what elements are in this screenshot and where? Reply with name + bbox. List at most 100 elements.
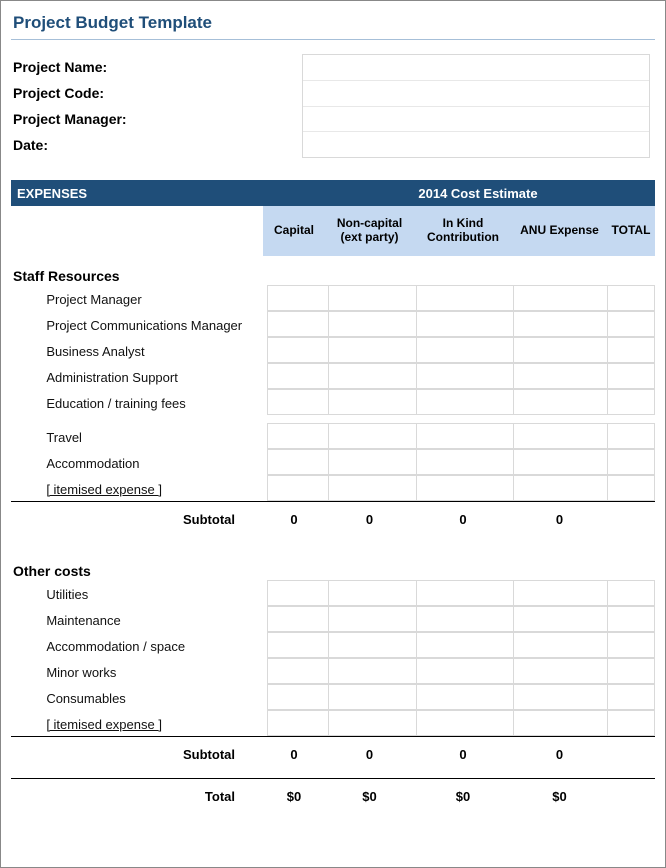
input-cell[interactable] [607, 580, 655, 606]
input-cell[interactable] [267, 606, 329, 632]
input-cell[interactable] [267, 632, 329, 658]
input-cell[interactable] [416, 311, 514, 337]
input-cell[interactable] [328, 606, 417, 632]
input-cell[interactable] [607, 389, 655, 415]
input-cell[interactable] [267, 684, 329, 710]
input-cell[interactable] [607, 710, 655, 736]
input-cell[interactable] [267, 423, 329, 449]
row-label: [ itemised expense ] [46, 476, 267, 502]
table-row: Education / training fees [11, 390, 655, 416]
row-label: [ itemised expense ] [46, 711, 267, 737]
input-cell[interactable] [607, 337, 655, 363]
input-cell[interactable] [328, 285, 417, 311]
table-row: Consumables [11, 685, 655, 711]
total-cell: 0 [512, 747, 607, 762]
input-cell[interactable] [328, 684, 417, 710]
input-cell[interactable] [416, 337, 514, 363]
input-cell[interactable] [328, 363, 417, 389]
row-label: Minor works [46, 659, 267, 685]
input-cell[interactable] [513, 475, 608, 501]
row-label: Education / training fees [46, 390, 267, 416]
input-cell[interactable] [328, 311, 417, 337]
table-row: Travel [11, 424, 655, 450]
input-cell[interactable] [416, 423, 514, 449]
date-input[interactable] [303, 132, 649, 157]
input-cell[interactable] [607, 475, 655, 501]
input-cell[interactable] [513, 632, 608, 658]
input-cell[interactable] [267, 449, 329, 475]
input-cell[interactable] [416, 684, 514, 710]
meta-input-box [302, 54, 650, 158]
input-cell[interactable] [416, 606, 514, 632]
input-cell[interactable] [328, 580, 417, 606]
section-heading-other: Other costs [11, 537, 655, 581]
input-cell[interactable] [328, 632, 417, 658]
input-cell[interactable] [416, 658, 514, 684]
input-cell[interactable] [513, 684, 608, 710]
input-cell[interactable] [513, 710, 608, 736]
staff-subtotal-row: Subtotal 0000 [11, 501, 655, 537]
input-cell[interactable] [416, 710, 514, 736]
input-cell[interactable] [267, 337, 329, 363]
input-cell[interactable] [267, 475, 329, 501]
input-cell[interactable] [513, 658, 608, 684]
input-cell[interactable] [267, 285, 329, 311]
input-cell[interactable] [607, 423, 655, 449]
total-cell: 0 [414, 512, 512, 527]
input-cell[interactable] [607, 285, 655, 311]
input-cell[interactable] [416, 285, 514, 311]
input-cell[interactable] [267, 580, 329, 606]
table-row: Project Manager [11, 286, 655, 312]
input-cell[interactable] [607, 658, 655, 684]
input-cell[interactable] [416, 449, 514, 475]
input-cell[interactable] [328, 337, 417, 363]
grand-total-label: Total [205, 789, 235, 804]
total-cell: 0 [263, 512, 325, 527]
input-cell[interactable] [513, 449, 608, 475]
input-cell[interactable] [607, 311, 655, 337]
section-heading-staff: Staff Resources [11, 256, 655, 286]
input-cell[interactable] [513, 285, 608, 311]
input-cell[interactable] [513, 337, 608, 363]
input-cell[interactable] [328, 449, 417, 475]
input-cell[interactable] [607, 684, 655, 710]
input-cell[interactable] [328, 475, 417, 501]
row-label: Administration Support [46, 364, 267, 390]
input-cell[interactable] [328, 710, 417, 736]
table-row: [ itemised expense ] [11, 711, 655, 737]
input-cell[interactable] [607, 606, 655, 632]
input-cell[interactable] [328, 658, 417, 684]
table-row: Administration Support [11, 364, 655, 390]
input-cell[interactable] [607, 632, 655, 658]
input-cell[interactable] [416, 475, 514, 501]
input-cell[interactable] [267, 363, 329, 389]
input-cell[interactable] [607, 449, 655, 475]
input-cell[interactable] [513, 606, 608, 632]
input-cell[interactable] [513, 311, 608, 337]
input-cell[interactable] [267, 311, 329, 337]
input-cell[interactable] [416, 389, 514, 415]
row-label: Project Communications Manager [46, 312, 267, 338]
input-cell[interactable] [267, 658, 329, 684]
input-cell[interactable] [267, 710, 329, 736]
input-cell[interactable] [416, 632, 514, 658]
project-name-input[interactable] [303, 55, 649, 81]
input-cell[interactable] [513, 423, 608, 449]
input-cell[interactable] [328, 389, 417, 415]
row-label: Travel [46, 424, 267, 450]
input-cell[interactable] [416, 363, 514, 389]
project-code-input[interactable] [303, 81, 649, 107]
input-cell[interactable] [513, 389, 608, 415]
staff-subtotal-label: Subtotal [183, 512, 235, 527]
column-header: In Kind Contribution [414, 206, 512, 256]
input-cell[interactable] [513, 580, 608, 606]
row-label: Maintenance [46, 607, 267, 633]
project-manager-input[interactable] [303, 107, 649, 133]
input-cell[interactable] [513, 363, 608, 389]
total-cell [607, 789, 655, 804]
input-cell[interactable] [416, 580, 514, 606]
banner-left: EXPENSES [11, 186, 301, 201]
input-cell[interactable] [267, 389, 329, 415]
input-cell[interactable] [607, 363, 655, 389]
input-cell[interactable] [328, 423, 417, 449]
